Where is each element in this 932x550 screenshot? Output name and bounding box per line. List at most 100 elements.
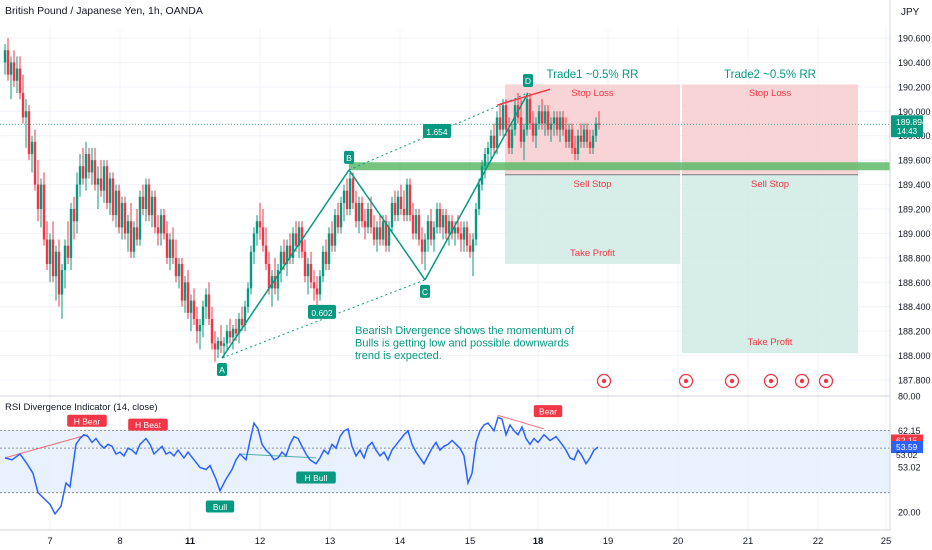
bear-candle xyxy=(117,190,121,228)
bear-candle xyxy=(444,215,448,234)
bear-candle xyxy=(585,129,589,142)
trade-title: Trade2 ~0.5% RR xyxy=(724,69,816,81)
bull-candle xyxy=(84,154,88,179)
bull-candle xyxy=(435,209,439,228)
bull-candle xyxy=(387,227,391,246)
bull-candle xyxy=(216,340,220,350)
price-tick-label: 189.400 xyxy=(898,180,931,190)
bull-candle xyxy=(204,294,208,307)
bull-candle xyxy=(270,276,274,289)
price-tick-label: 190.000 xyxy=(898,107,931,117)
bull-candle xyxy=(108,178,112,203)
bear-candle xyxy=(393,202,397,216)
pattern-point-marker xyxy=(420,284,430,298)
bear-candle xyxy=(267,263,271,289)
bear-candle xyxy=(282,251,286,264)
annotation-line: trend is expected. xyxy=(355,350,442,362)
bear-candle xyxy=(264,245,268,264)
bull-candle xyxy=(183,282,187,301)
rsi-signal-label: Bull xyxy=(213,502,227,512)
price-tick-label: 188.000 xyxy=(898,351,931,361)
time-tick-label: 20 xyxy=(673,536,684,547)
bear-candle xyxy=(429,221,433,240)
bear-candle xyxy=(372,227,376,240)
bear-candle xyxy=(399,196,403,209)
time-tick-label: 13 xyxy=(325,536,336,547)
bear-candle xyxy=(540,111,544,124)
economic-event-icons[interactable] xyxy=(596,373,834,389)
bear-candle xyxy=(417,215,421,240)
bear-candle xyxy=(195,318,199,332)
economic-event-icon-dot xyxy=(683,378,689,384)
bull-candle xyxy=(591,135,595,148)
bull-candle xyxy=(339,202,343,228)
harmonic-pattern[interactable]: A B C D 0.602 1.654 xyxy=(217,73,551,377)
price-tick-label: 188.400 xyxy=(898,302,931,312)
symbol-title: British Pound / Japanese Yen, 1h, OANDA xyxy=(5,5,203,17)
bear-candle xyxy=(555,117,559,130)
rsi-tick-label: 62.15 xyxy=(898,426,921,436)
bull-candle xyxy=(132,227,136,252)
bear-candle xyxy=(360,202,364,222)
rsi-middle-tag-value: 53.02 xyxy=(896,450,918,460)
economic-event-icon-dot xyxy=(601,378,607,384)
bear-candle xyxy=(261,227,265,246)
price-tick-label: 189.600 xyxy=(898,156,931,166)
bull-candle xyxy=(342,190,346,203)
bull-candle xyxy=(222,343,226,346)
trade-title: Trade1 ~0.5% RR xyxy=(547,69,639,81)
bear-candle xyxy=(174,257,178,277)
bear-candle xyxy=(162,215,166,234)
bear-candle xyxy=(213,343,217,350)
bear-candle xyxy=(273,276,277,289)
take-profit-zone xyxy=(505,174,680,264)
bear-candle xyxy=(402,209,406,216)
fib-ratio-label: 0.602 xyxy=(311,308,333,318)
rsi-signal-label: H Bear xyxy=(74,416,101,426)
bear-candle xyxy=(309,263,313,283)
bull-candle xyxy=(159,215,163,234)
bear-candle xyxy=(363,221,367,228)
candlestick-series xyxy=(3,38,601,362)
bull-candle xyxy=(252,233,256,252)
rsi-line xyxy=(4,416,599,516)
bull-candle xyxy=(9,62,13,75)
bear-candle xyxy=(504,105,508,130)
bear-candle xyxy=(192,300,196,319)
bear-candle xyxy=(507,129,511,148)
bull-candle xyxy=(96,178,100,185)
price-axis[interactable]: 190.600190.400190.200190.000189.800189.6… xyxy=(891,34,931,518)
bear-candle xyxy=(228,331,232,338)
bear-candle xyxy=(465,227,469,246)
bull-candle xyxy=(63,245,67,271)
last-price-tag xyxy=(891,115,923,138)
take-profit-label: Take Profit xyxy=(748,337,793,348)
fib-ratio-badge xyxy=(308,304,336,319)
time-tick-label: 12 xyxy=(255,536,266,547)
pattern-leg xyxy=(221,169,350,359)
rsi-tick-label: 80.00 xyxy=(898,392,921,402)
bear-candle xyxy=(384,221,388,246)
bear-candle xyxy=(531,123,535,136)
bear-candle xyxy=(411,215,415,234)
bear-candle xyxy=(579,135,583,142)
bear-signal-badge xyxy=(67,414,107,427)
bull-candle xyxy=(246,288,250,307)
bull-candle xyxy=(366,209,370,228)
time-tick-label: 15 xyxy=(465,536,476,547)
bull-candle xyxy=(69,209,73,258)
bull-candle xyxy=(483,154,487,167)
bear-candle xyxy=(93,160,97,185)
rsi-upper-tag-value: 62.15 xyxy=(896,436,918,446)
bear-candle xyxy=(351,178,355,203)
bull-candle xyxy=(78,166,82,185)
rsi-current-tag xyxy=(891,441,923,454)
time-tick-label: 14 xyxy=(395,536,406,547)
bull-candle xyxy=(297,227,301,246)
time-axis[interactable]: 7 8 11 12 13 14 15 18 19 20 21 22 25 xyxy=(47,536,891,547)
rsi-pane: H Bear H Beat H Bull Bull Bear xyxy=(0,405,890,516)
bull-candle xyxy=(90,160,94,173)
bull-candle xyxy=(126,221,130,234)
price-tick-label: 188.800 xyxy=(898,253,931,263)
